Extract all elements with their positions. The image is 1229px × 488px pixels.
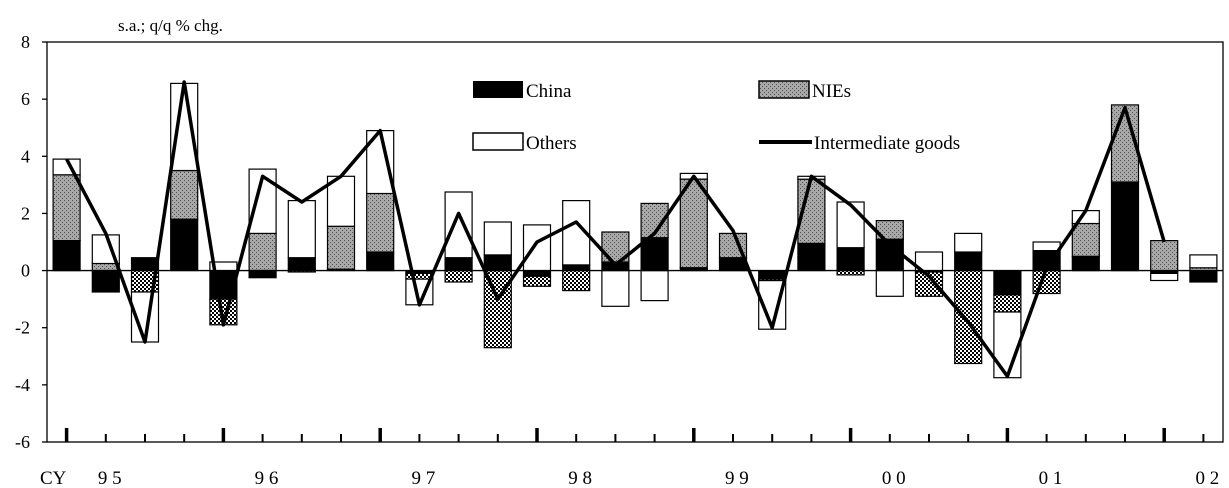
bar-china-1996Q2	[248, 270, 277, 279]
y-tick-label: 4	[21, 146, 30, 166]
x-year-label: 0 2	[1195, 468, 1219, 488]
plot-frame	[46, 41, 1224, 443]
bar-nies-2000Q1	[836, 270, 865, 276]
bar-nies-1997Q1	[366, 192, 395, 253]
bar-china-1997Q4	[483, 254, 512, 272]
bar-others-1995Q4	[170, 82, 199, 172]
bar-china-1999Q4	[797, 242, 826, 272]
bar-others-2000Q2	[875, 270, 904, 297]
legend-label-intermediate-goods: Intermediate goods	[814, 133, 960, 154]
y-tick-label: 6	[21, 89, 30, 109]
x-year-label: 9 9	[725, 468, 749, 488]
x-year-label: 9 7	[411, 468, 435, 488]
bar-others-1998Q4	[640, 270, 669, 302]
bar-china-1998Q1	[522, 270, 552, 277]
bar-nies-1997Q3	[444, 270, 473, 283]
x-year-label: 9 6	[255, 468, 279, 488]
legend: China NIEs Others Intermediate goods	[472, 80, 960, 154]
x-year-label: 0 0	[882, 468, 906, 488]
bar-others-2000Q1	[836, 201, 865, 249]
bar-others-2001Q2	[1032, 241, 1061, 252]
bar-china-1995Q4	[170, 218, 199, 272]
bar-others-1997Q4	[483, 221, 512, 256]
bar-china-1997Q1	[366, 251, 395, 272]
bar-others-2002Q2	[1189, 254, 1218, 269]
y-tick-label: -2	[15, 318, 30, 338]
bar-others-1998Q1	[522, 224, 552, 272]
bar-nies-1996Q2	[248, 232, 277, 272]
bar-nies-1995Q4	[170, 170, 199, 220]
legend-swatch-others	[472, 132, 524, 151]
y-tick-label: 8	[21, 32, 30, 52]
bar-china-2001Q4	[1110, 181, 1140, 272]
bar-nies-2001Q1	[993, 294, 1022, 313]
bar-china-1996Q3	[287, 257, 316, 272]
bar-china-2000Q4	[954, 251, 983, 272]
legend-swatch-china	[473, 81, 523, 98]
bar-china-1999Q3	[758, 270, 787, 280]
y-tick-label: -6	[15, 432, 30, 452]
x-axis-prefix: CY	[40, 468, 67, 488]
x-year-label: 0 1	[1039, 468, 1063, 488]
bar-nies-2002Q1	[1150, 240, 1179, 272]
legend-label-china: China	[526, 81, 572, 102]
bar-others-2000Q4	[954, 232, 983, 253]
legend-swatch-nies	[758, 80, 810, 99]
bar-nies-2001Q3	[1071, 222, 1100, 257]
unit-note: s.a.; q/q % chg.	[118, 16, 223, 35]
bar-nies-1998Q2	[562, 270, 591, 292]
x-year-label: 9 8	[568, 468, 592, 488]
bar-others-1996Q4	[326, 175, 356, 227]
bar-nies-1997Q2	[405, 272, 434, 280]
bar-others-2001Q1	[993, 311, 1022, 379]
bar-china-2001Q3	[1071, 255, 1100, 272]
bar-china-2000Q1	[836, 247, 865, 272]
bar-china-2002Q2	[1189, 270, 1218, 283]
bar-china-1995Q2	[91, 270, 120, 293]
bar-others-1996Q3	[287, 200, 316, 259]
bar-others-2002Q1	[1150, 272, 1179, 282]
y-tick-label: 0	[21, 261, 30, 281]
bar-china-1999Q2	[718, 257, 748, 272]
bar-china-1998Q4	[640, 237, 669, 272]
bar-nies-1995Q1	[52, 174, 81, 242]
y-tick-label: 2	[21, 203, 30, 223]
bar-china-1998Q2	[562, 264, 591, 272]
x-year-label: 9 5	[98, 468, 122, 488]
bar-china-1995Q1	[52, 240, 81, 272]
bar-china-1997Q3	[444, 257, 473, 272]
plot-area: -6 -4 -2 0 2 4 6 8 9 5 9 6 9 7 9 8 9 9 0 0 0 1 0 2	[15, 32, 1224, 488]
bar-others-1998Q3	[601, 270, 630, 307]
bar-nies-1998Q1	[522, 275, 552, 287]
legend-label-nies: NIEs	[812, 81, 851, 102]
bar-nies-1999Q1	[679, 178, 708, 269]
legend-label-others: Others	[526, 133, 577, 154]
bar-nies-1996Q4	[326, 225, 356, 270]
y-tick-label: -4	[15, 375, 30, 395]
line-intermediate-goods	[65, 80, 1166, 379]
bar-others-1997Q3	[444, 191, 473, 259]
bar-china-2001Q1	[993, 270, 1022, 296]
bar-nies-2000Q4	[954, 270, 983, 365]
